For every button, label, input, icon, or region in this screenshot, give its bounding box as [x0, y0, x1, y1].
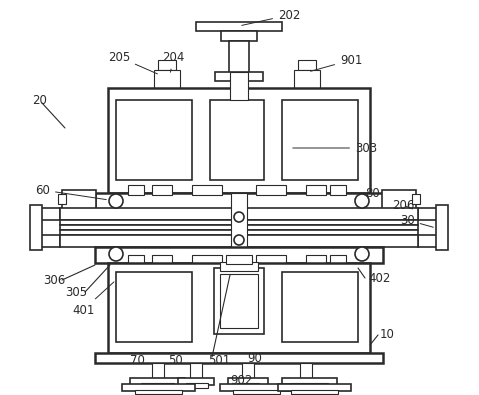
Bar: [256, 255, 286, 264]
Bar: [242, 363, 254, 381]
Bar: [60, 220, 418, 225]
Text: 402: 402: [368, 271, 390, 284]
Bar: [220, 384, 293, 391]
Circle shape: [109, 247, 123, 261]
Bar: [116, 100, 192, 180]
Bar: [306, 255, 326, 264]
Bar: [192, 185, 222, 195]
Bar: [128, 185, 144, 195]
Text: 902: 902: [230, 374, 252, 386]
Bar: [58, 194, 66, 204]
Text: 20: 20: [32, 94, 47, 107]
Bar: [186, 383, 208, 388]
Bar: [220, 262, 258, 271]
Bar: [221, 31, 257, 41]
Bar: [256, 185, 286, 195]
Bar: [152, 363, 164, 381]
Bar: [116, 272, 192, 342]
Circle shape: [234, 212, 244, 222]
Bar: [210, 100, 264, 180]
Circle shape: [355, 194, 369, 208]
Bar: [282, 378, 337, 385]
Bar: [291, 383, 328, 388]
Text: 90: 90: [247, 352, 262, 365]
Bar: [152, 255, 172, 264]
Circle shape: [355, 247, 369, 261]
Bar: [278, 384, 351, 391]
Bar: [60, 235, 418, 247]
Text: 10: 10: [380, 329, 395, 342]
Bar: [233, 390, 280, 394]
Circle shape: [234, 235, 244, 245]
Circle shape: [109, 194, 123, 208]
Bar: [60, 208, 418, 220]
Bar: [215, 72, 263, 81]
Bar: [418, 235, 440, 247]
Text: 202: 202: [242, 9, 300, 25]
Bar: [436, 205, 448, 250]
Bar: [196, 22, 282, 31]
Bar: [135, 390, 182, 394]
Bar: [229, 41, 249, 73]
Bar: [38, 235, 60, 247]
Bar: [190, 363, 202, 381]
Bar: [330, 255, 346, 264]
Bar: [152, 185, 172, 195]
Bar: [108, 263, 370, 353]
Text: 50: 50: [168, 354, 183, 367]
Bar: [237, 383, 259, 388]
Bar: [158, 60, 176, 70]
Text: 80: 80: [365, 186, 380, 199]
Text: 206: 206: [392, 199, 414, 211]
Bar: [38, 208, 60, 220]
Bar: [412, 194, 420, 204]
Bar: [214, 268, 264, 334]
Bar: [192, 255, 222, 264]
Bar: [282, 100, 358, 180]
Bar: [300, 363, 312, 381]
Bar: [291, 390, 338, 394]
Bar: [230, 72, 248, 100]
Bar: [95, 193, 383, 209]
Bar: [228, 378, 268, 385]
Bar: [298, 60, 316, 70]
Text: 306: 306: [43, 273, 65, 286]
Text: 305: 305: [65, 286, 87, 299]
Bar: [141, 383, 174, 388]
Bar: [418, 208, 440, 220]
Text: 70: 70: [130, 354, 145, 367]
Bar: [231, 193, 247, 249]
Bar: [95, 247, 383, 263]
Bar: [95, 353, 383, 363]
Bar: [128, 255, 144, 264]
Bar: [60, 230, 418, 235]
Text: 901: 901: [311, 53, 363, 71]
Bar: [62, 190, 96, 209]
Bar: [220, 274, 258, 328]
Text: 60: 60: [35, 184, 106, 199]
Bar: [122, 384, 195, 391]
Bar: [30, 205, 42, 250]
Bar: [382, 190, 416, 209]
Text: 30: 30: [400, 214, 433, 227]
Bar: [178, 378, 214, 385]
Bar: [108, 88, 370, 193]
Bar: [294, 70, 320, 92]
Text: 204: 204: [162, 51, 184, 72]
Bar: [60, 225, 418, 230]
Bar: [330, 185, 346, 195]
Text: 401: 401: [72, 282, 114, 316]
Text: 303: 303: [293, 141, 377, 154]
Bar: [282, 272, 358, 342]
Bar: [154, 70, 180, 92]
Bar: [306, 185, 326, 195]
Text: 501: 501: [208, 354, 230, 367]
Bar: [226, 255, 252, 264]
Bar: [130, 378, 185, 385]
Text: 205: 205: [108, 51, 158, 74]
